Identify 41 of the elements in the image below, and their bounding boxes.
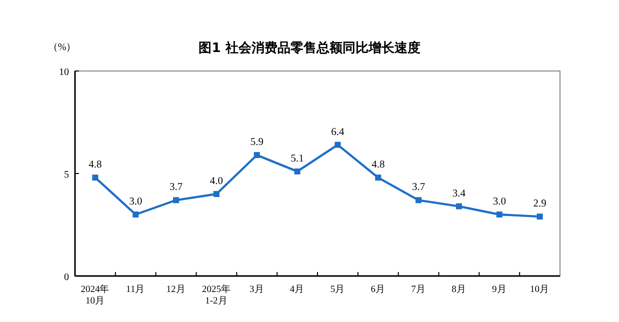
data-label: 3.0 xyxy=(492,196,506,208)
x-tick-label: 4月 xyxy=(290,284,305,295)
chart-title: 图1 社会消费品零售总额同比增长速度 xyxy=(198,40,420,56)
data-label: 3.7 xyxy=(412,182,426,194)
x-tick-label: 12月 xyxy=(166,284,186,295)
data-label: 4.0 xyxy=(210,176,224,187)
point xyxy=(416,197,422,204)
data-label: 6.4 xyxy=(331,126,346,138)
point xyxy=(294,168,300,174)
y-tick-label: 5 xyxy=(64,170,69,180)
point xyxy=(213,191,220,197)
x-tick-label: 2024年 10月 xyxy=(80,283,110,306)
point xyxy=(334,142,341,148)
data-label: 4.8 xyxy=(372,160,385,171)
x-tick-label: 2025年 1-2月 xyxy=(202,283,231,306)
point xyxy=(456,203,462,210)
y-tick-label: 0 xyxy=(64,272,69,283)
data-label: 3.0 xyxy=(129,196,142,208)
x-tick-label: 10月 xyxy=(530,284,550,295)
point xyxy=(536,214,543,220)
point xyxy=(173,197,180,204)
data-label: 5.1 xyxy=(290,153,304,164)
point xyxy=(254,152,260,158)
data-label: 3.4 xyxy=(452,188,466,200)
y-tick-label: 10 xyxy=(59,67,69,78)
y-axis-title: （%） xyxy=(48,42,76,53)
x-tick-label: 7月 xyxy=(411,284,426,295)
data-label: 4.8 xyxy=(88,160,102,171)
data-label: 5.9 xyxy=(250,137,264,148)
data-label: 2.9 xyxy=(533,198,546,210)
point xyxy=(375,174,382,181)
x-tick-label: 5月 xyxy=(330,284,346,295)
data-label: 3.7 xyxy=(169,182,183,194)
x-tick-label: 8月 xyxy=(452,284,466,295)
point xyxy=(496,212,502,218)
point xyxy=(92,174,98,181)
point xyxy=(132,212,139,218)
x-tick-label: 11月 xyxy=(126,284,146,295)
x-tick-label: 3月 xyxy=(250,284,264,295)
x-tick-label: 9月 xyxy=(492,284,507,295)
x-tick-label: 6月 xyxy=(370,284,386,295)
